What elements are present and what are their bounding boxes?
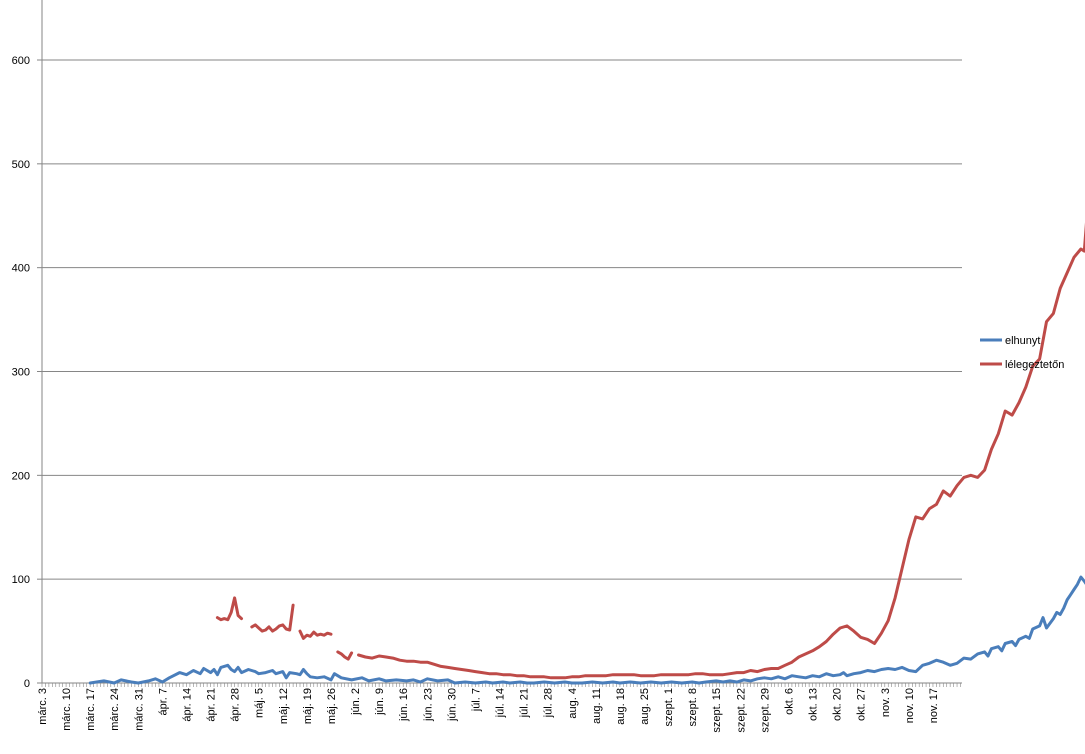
x-tick-label: okt. 6 xyxy=(783,688,795,715)
series-lines xyxy=(88,222,1085,685)
legend-label: lélegeztetőn xyxy=(1005,359,1064,371)
x-tick-label: júl. 21 xyxy=(519,688,531,718)
series-line-0 xyxy=(88,575,1085,685)
y-axis-ticks: 0 100 200 300 400 500 600 xyxy=(12,55,42,690)
legend-label: elhunyt xyxy=(1005,335,1040,347)
axes xyxy=(41,0,962,684)
x-tick-label: szept. 22 xyxy=(735,688,747,733)
x-tick-label: szept. 15 xyxy=(711,688,723,733)
x-tick-label: jún. 9 xyxy=(374,688,386,716)
x-tick-label: júl. 14 xyxy=(495,688,507,718)
x-tick-label: aug. 25 xyxy=(639,688,651,725)
x-tick-label: jún. 23 xyxy=(422,688,434,722)
x-tick-label: máj. 5 xyxy=(254,688,266,718)
x-tick-label: nov. 17 xyxy=(928,688,940,723)
x-tick-label: márc. 3 xyxy=(37,688,49,725)
series-line-1 xyxy=(336,650,354,661)
x-tick-label: ápr. 28 xyxy=(230,688,242,722)
x-tick-label: márc. 31 xyxy=(133,688,145,731)
x-tick-label: jún. 2 xyxy=(350,688,362,716)
y-tick-label: 400 xyxy=(12,263,30,275)
x-tick-label: okt. 13 xyxy=(808,688,820,721)
series-line-1 xyxy=(250,603,295,633)
x-tick-label: márc. 24 xyxy=(109,688,121,731)
x-tick-label: júl. 28 xyxy=(543,688,555,718)
x-tick-label: máj. 26 xyxy=(326,688,338,724)
x-tick-label: ápr. 21 xyxy=(206,688,218,722)
y-tick-label: 500 xyxy=(12,159,30,171)
y-tick-label: 100 xyxy=(12,574,30,586)
legend: elhunyt lélegeztetőn xyxy=(980,335,1064,371)
x-tick-label: máj. 19 xyxy=(302,688,314,724)
x-tick-label: ápr. 7 xyxy=(157,688,169,716)
x-tick-label: nov. 10 xyxy=(904,688,916,723)
y-tick-label: 600 xyxy=(12,55,30,67)
x-tick-label: márc. 17 xyxy=(85,688,97,731)
x-tick-label: okt. 20 xyxy=(832,688,844,721)
x-tick-label: aug. 11 xyxy=(591,688,603,724)
x-tick-label: máj. 12 xyxy=(278,688,290,724)
x-tick-label: aug. 18 xyxy=(615,688,627,725)
series-line-1 xyxy=(215,596,243,622)
y-tick-label: 0 xyxy=(24,678,30,690)
series-line-1 xyxy=(357,222,1085,680)
series-line-1 xyxy=(298,629,333,640)
x-tick-label: ápr. 14 xyxy=(181,688,193,722)
x-tick-label: júl. 7 xyxy=(470,688,482,712)
x-tick-label: nov. 3 xyxy=(880,688,892,717)
gridlines xyxy=(42,59,962,580)
x-tick-label: jún. 16 xyxy=(398,688,410,722)
y-tick-label: 200 xyxy=(12,470,30,482)
y-tick-label: 300 xyxy=(12,367,30,379)
x-tick-label: szept. 29 xyxy=(759,688,771,733)
x-axis-ticks: márc. 3 márc. 10 márc. 17 márc. 24 márc. 31 á… xyxy=(37,683,961,733)
x-tick-label: szept. 8 xyxy=(687,688,699,727)
x-tick-label: márc. 10 xyxy=(61,688,73,731)
x-tick-label: okt. 27 xyxy=(856,688,868,721)
x-tick-label: jún. 30 xyxy=(446,688,458,722)
x-tick-label: szept. 1 xyxy=(663,688,675,727)
x-tick-label: aug. 4 xyxy=(567,688,579,719)
